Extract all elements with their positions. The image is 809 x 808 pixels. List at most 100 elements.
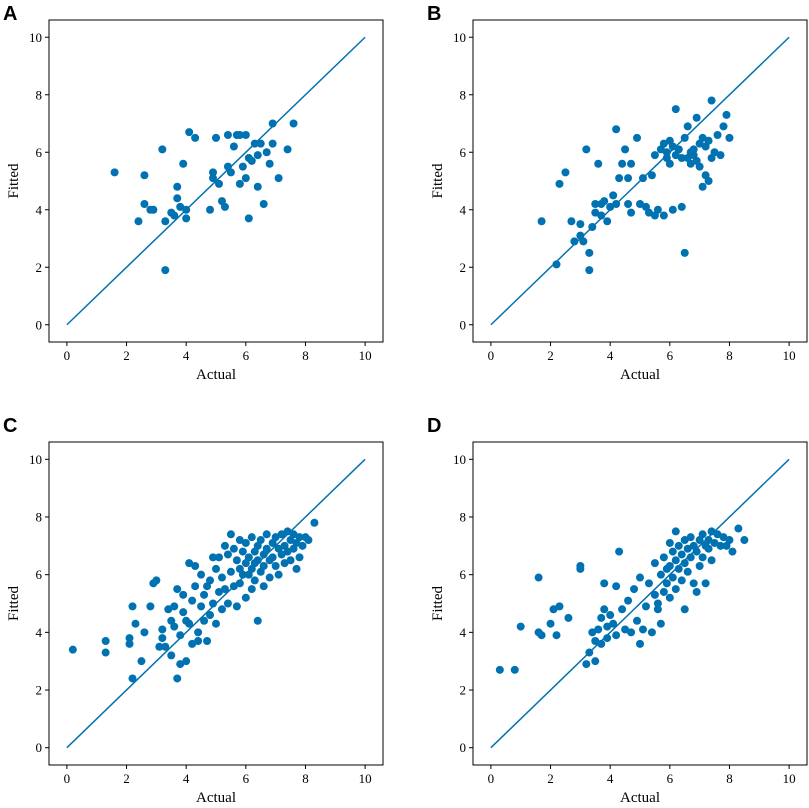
data-point-a [212, 133, 220, 142]
x-tick-label-b: 8 [726, 348, 733, 363]
data-point-a [226, 168, 235, 177]
data-point-a [223, 131, 232, 139]
data-point-b [677, 202, 686, 211]
data-point-b [638, 174, 647, 183]
data-point-b [627, 159, 636, 168]
y-tick-label-c: 2 [36, 683, 43, 698]
data-point-b [698, 133, 707, 142]
panel-b: B 0 2 4 6 8 10 0 2 4 6 8 10 Actual Fitted [427, 3, 808, 383]
data-point-b [582, 145, 591, 154]
data-point-d [603, 622, 612, 631]
data-point-d [630, 585, 639, 594]
x-tick-label-b: 2 [547, 348, 554, 363]
data-point-b [680, 133, 689, 142]
data-point-b [624, 200, 633, 208]
data-point-c [226, 530, 235, 539]
data-point-b [698, 182, 707, 191]
data-point-c [146, 602, 155, 611]
data-point-c [283, 527, 292, 536]
x-tick-label-c: 0 [64, 771, 71, 786]
data-point-b [671, 105, 680, 114]
data-point-c [220, 585, 229, 594]
data-point-d [621, 625, 630, 634]
data-point-c [194, 628, 203, 637]
data-point-c [137, 657, 146, 666]
data-point-b [600, 197, 609, 206]
data-point-c [194, 636, 203, 645]
data-point-c [173, 585, 182, 594]
data-point-b [615, 174, 624, 183]
data-point-d [552, 631, 561, 640]
data-point-d [495, 665, 504, 674]
data-point-c [158, 634, 167, 643]
data-point-d [653, 605, 662, 614]
x-axis-label-c: Actual [196, 790, 236, 806]
data-point-c [259, 562, 268, 571]
data-point-c [188, 639, 197, 648]
data-point-d [656, 619, 665, 628]
data-point-a [229, 142, 238, 151]
data-point-c [68, 645, 77, 654]
x-tick-label-a: 0 [64, 348, 71, 363]
data-point-d [725, 536, 734, 545]
y-tick-label-d: 2 [460, 683, 467, 698]
data-point-a [250, 139, 259, 148]
data-point-d [698, 553, 707, 562]
x-tick-label-c: 8 [302, 771, 309, 786]
data-point-b [603, 217, 612, 226]
data-point-b [707, 96, 716, 105]
data-point-b [713, 131, 722, 139]
data-point-c [253, 556, 262, 565]
x-tick-label-a: 4 [183, 348, 190, 363]
data-point-a [238, 162, 247, 171]
data-point-d [659, 553, 668, 562]
x-tick-label-a: 8 [302, 348, 309, 363]
panel-a: A 0 2 4 6 8 10 0 2 4 6 8 10 Actual Fitted [3, 3, 384, 383]
data-point-d [680, 536, 689, 545]
data-point-a [185, 128, 194, 137]
data-point-b [597, 211, 606, 220]
data-point-b [594, 159, 603, 168]
data-point-b [585, 248, 594, 257]
data-point-b [659, 211, 668, 220]
data-point-d [618, 605, 627, 614]
plot-frame-a [48, 19, 384, 343]
data-point-a [209, 168, 218, 177]
data-point-a [140, 200, 149, 208]
data-point-b [552, 260, 561, 269]
data-point-c [304, 536, 313, 545]
data-point-c [289, 530, 298, 539]
data-point-c [206, 611, 215, 620]
data-point-d [624, 596, 633, 605]
data-point-d [740, 536, 749, 545]
data-point-c [268, 553, 277, 562]
data-point-b [674, 145, 683, 154]
y-tick-label-d: 10 [453, 452, 466, 467]
data-point-d [636, 639, 644, 648]
data-point-b [570, 237, 579, 246]
data-point-b [633, 133, 642, 142]
data-point-d [549, 605, 558, 614]
x-tick-label-a: 6 [243, 348, 250, 363]
data-point-d [594, 625, 603, 634]
x-tick-label-c: 10 [359, 771, 372, 786]
data-point-d [686, 533, 695, 542]
data-point-c [232, 556, 241, 565]
data-point-d [650, 590, 659, 599]
data-point-a [179, 159, 188, 168]
data-point-b [612, 125, 621, 134]
data-point-c [247, 585, 256, 594]
data-point-b [647, 171, 656, 180]
data-point-c [298, 541, 307, 550]
data-point-d [701, 579, 710, 588]
data-point-d [662, 579, 671, 588]
data-point-c [250, 576, 259, 585]
y-tick-label-b: 4 [460, 202, 467, 217]
y-axis-label-a: Fitted [6, 163, 22, 199]
data-point-d [546, 619, 555, 628]
data-point-b [686, 159, 695, 168]
data-point-b [618, 159, 627, 168]
y-tick-label-a: 10 [29, 30, 42, 45]
data-point-b [689, 145, 698, 154]
data-point-b [722, 110, 731, 119]
